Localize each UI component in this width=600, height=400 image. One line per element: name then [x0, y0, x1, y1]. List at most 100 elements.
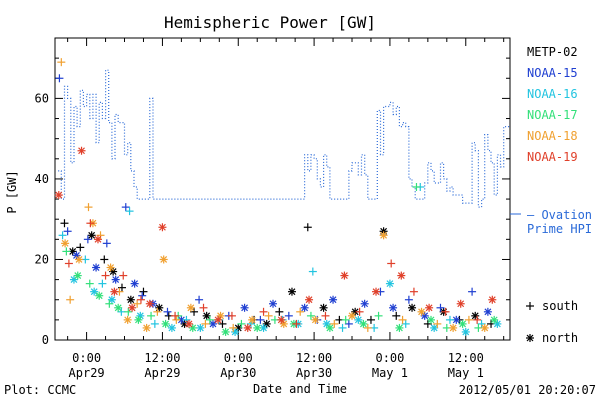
data-point-north: [305, 295, 314, 304]
data-point-south: [117, 307, 126, 316]
data-point-north: [114, 303, 123, 312]
data-point-south: [190, 307, 199, 316]
data-point-north: [389, 303, 398, 312]
data-point-north: [123, 315, 132, 324]
data-point-south: [139, 287, 148, 296]
data-point-south: [64, 259, 73, 268]
data-point-north: [359, 319, 368, 328]
data-point-south: [264, 311, 273, 320]
data-point-south: [259, 307, 268, 316]
data-point-north: [385, 279, 394, 288]
data-point-north: [87, 231, 96, 240]
data-point-south: [341, 315, 350, 324]
data-point-south: [275, 307, 284, 316]
data-point-south: [423, 319, 432, 328]
data-point-north: [262, 319, 271, 328]
legend-item: NOAA-15: [527, 66, 578, 80]
data-point-north: [493, 319, 502, 328]
x-tick-label-time: 0:00: [224, 351, 253, 365]
data-point-south: [100, 255, 109, 264]
x-tick-label-date: May 1: [372, 366, 408, 380]
data-point-north: [253, 323, 262, 332]
data-point-south: [163, 307, 172, 316]
y-tick-label: 60: [35, 91, 49, 105]
series-noaa-17: [62, 182, 499, 336]
data-point-north: [360, 299, 369, 308]
x-tick-label-date: Apr29: [144, 366, 180, 380]
data-point-north: [277, 315, 286, 324]
y-tick-label: 0: [42, 333, 49, 347]
data-point-south: [229, 323, 238, 332]
data-point-north: [397, 271, 406, 280]
data-point-north: [471, 311, 480, 320]
data-point-south: [76, 243, 85, 252]
data-point-north: [480, 323, 489, 332]
data-point-south: [205, 315, 214, 324]
data-point-south: [201, 319, 210, 328]
data-point-north: [155, 303, 164, 312]
data-point-north: [490, 315, 499, 324]
data-point-north: [145, 299, 154, 308]
data-point-south: [102, 239, 111, 248]
data-point-north: [372, 287, 381, 296]
x-tick-label-time: 0:00: [72, 351, 101, 365]
x-tick-label-date: Apr30: [296, 366, 332, 380]
data-point-south: [86, 219, 95, 228]
data-point-north: [158, 223, 167, 232]
data-point-north: [106, 263, 115, 272]
data-point-north: [287, 287, 296, 296]
data-point-south: [344, 319, 353, 328]
data-point-north: [111, 275, 120, 284]
data-point-south: [473, 315, 482, 324]
data-point-south: [182, 315, 191, 324]
chart-title: Hemispheric Power [GW]: [164, 13, 376, 32]
data-point-south: [292, 319, 301, 328]
data-point-north: [420, 311, 429, 320]
data-point-south: [83, 235, 92, 244]
x-tick-label-time: 0:00: [375, 351, 404, 365]
x-axis: 0:00Apr2912:00Apr290:00Apr3012:00Apr300:…: [67, 38, 505, 380]
data-point-north: [73, 271, 82, 280]
data-point-south: [477, 319, 486, 328]
data-point-north: [395, 323, 404, 332]
data-point-north: [110, 287, 119, 296]
data-point-south: [60, 219, 69, 228]
data-point-north: [159, 255, 168, 264]
legend-item: NOAA-17: [527, 108, 578, 122]
data-point-north: [379, 231, 388, 240]
data-point-north: [231, 327, 240, 336]
marker-key-label: north: [542, 331, 578, 345]
data-point-south: [117, 283, 126, 292]
data-point-north: [93, 235, 102, 244]
data-point-north: [329, 295, 338, 304]
data-point-north: [202, 311, 211, 320]
series-metp-02: [60, 219, 496, 332]
data-point-north: [54, 191, 63, 200]
data-point-south: [58, 231, 67, 240]
data-point-south: [387, 259, 396, 268]
data-point-north: [325, 323, 334, 332]
series-noaa-15: [55, 74, 492, 328]
data-point-north: [427, 315, 436, 324]
legend-item: NOAA-16: [527, 87, 578, 101]
data-point-north: [126, 295, 135, 304]
data-point-south: [227, 311, 236, 320]
data-point-south: [125, 207, 134, 216]
legend-item: NOAA-19: [527, 150, 578, 164]
data-point-south: [441, 307, 450, 316]
data-point-north: [354, 315, 363, 324]
data-point-south: [199, 303, 208, 312]
data-point-south: [363, 323, 372, 332]
ovation-line: [58, 69, 510, 208]
data-point-south: [330, 319, 339, 328]
plot-frame: [54, 37, 511, 341]
x-tick-label-date: Apr29: [69, 366, 105, 380]
series-noaa-19: [54, 146, 497, 332]
series-noaa-16: [58, 182, 502, 336]
data-point-south: [63, 227, 72, 236]
ovation-series: [58, 69, 510, 208]
data-point-north: [488, 295, 497, 304]
data-point-north: [196, 323, 205, 332]
data-point-north: [526, 334, 534, 342]
data-point-north: [130, 279, 139, 288]
